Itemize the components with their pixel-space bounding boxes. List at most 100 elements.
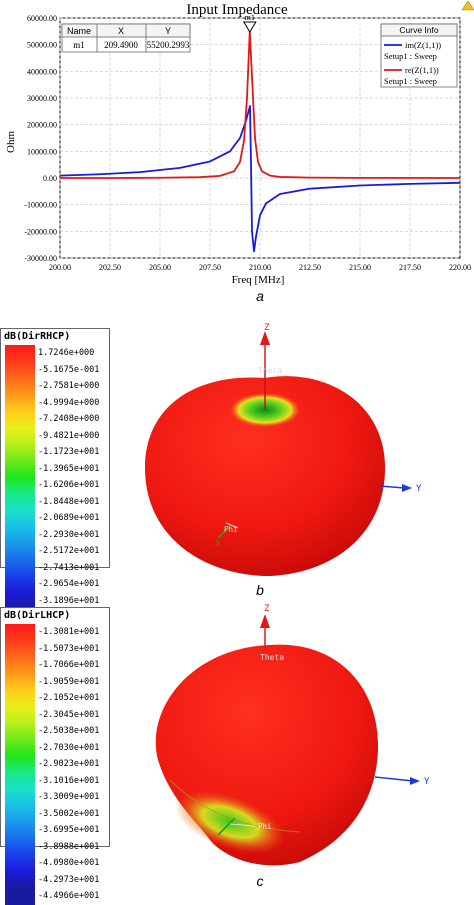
legend-level-swatch [5, 411, 35, 428]
legend-level-swatch [5, 805, 35, 822]
z-axis-label: Z [264, 604, 270, 614]
legend-level-row: -3.5002e+001 [1, 805, 109, 822]
legend-level-swatch [5, 624, 35, 641]
marker-table-header-name: Name [67, 26, 91, 36]
marker-table: Name X Y m1 209.4900 55200.2993 [61, 23, 191, 53]
y-axis-label: Ohm [5, 131, 17, 153]
legend-level-row: -1.3081e+001 [1, 624, 109, 641]
legend-level-swatch [5, 493, 35, 510]
legend-level-swatch [5, 657, 35, 674]
y-axis-line [374, 776, 414, 782]
legend-level-swatch [5, 444, 35, 461]
y-tick-label: 10000.00 [27, 147, 57, 156]
y-tick-label: 20000.00 [27, 121, 57, 130]
legend-level-swatch [5, 723, 35, 740]
legend-level-value: -1.5073e+001 [38, 643, 100, 654]
legend-level-swatch [5, 460, 35, 477]
y-tick-label: 30000.00 [27, 94, 57, 103]
legend-level-value: -5.1675e-001 [38, 364, 100, 375]
phi-label: Phi [258, 822, 272, 831]
chart-title: Input Impedance [186, 2, 288, 18]
legend-header: Curve Info [399, 25, 438, 35]
legend-level-swatch [5, 838, 35, 855]
marker-table-cell-name: m1 [73, 40, 85, 50]
x-tick-label: 205.00 [149, 263, 171, 272]
legend-level-row: -1.8448e+001 [1, 493, 109, 510]
legend-level-row: -1.5073e+001 [1, 640, 109, 657]
legend-level-row: -2.2930e+001 [1, 526, 109, 543]
legend-level-row: -1.7066e+001 [1, 657, 109, 674]
legend-title-lhcp: dB(DirLHCP) [4, 610, 71, 621]
pattern-surface [145, 376, 385, 576]
phi-axis-line-2 [229, 823, 256, 827]
figure-label-c: c [256, 873, 264, 889]
legend-level-row: -1.6206e+001 [1, 477, 109, 494]
legend-level-swatch [5, 559, 35, 576]
impedance-chart: 60000.00 50000.00 40000.00 30000.00 20000.00… [5, 0, 474, 286]
legend-level-swatch [5, 640, 35, 657]
legend-level-row: -4.2973e+001 [1, 871, 109, 888]
legend-level-swatch [5, 789, 35, 806]
z-axis-arrow-icon [260, 614, 270, 628]
legend-level-value: -4.9994e+000 [38, 397, 100, 408]
theta-label: Theta [258, 366, 282, 375]
y-tick-label: 50000.00 [27, 41, 57, 50]
y-tick-label: 0.00 [43, 174, 57, 183]
legend-level-value: -3.8988e+001 [38, 841, 100, 852]
legend-level-value: -7.2408e+000 [38, 414, 100, 425]
legend-level-value: -2.9654e+001 [38, 579, 100, 590]
legend-level-swatch [5, 378, 35, 395]
x-tick-label: 207.50 [199, 263, 221, 272]
legend-level-swatch [5, 526, 35, 543]
legend-level-row: -7.2408e+000 [1, 411, 109, 428]
legend-level-row: -4.4966e+001 [1, 888, 109, 905]
legend-level-row: -9.4821e+000 [1, 427, 109, 444]
marker-table-header-x: X [118, 26, 124, 36]
legend-level-row: -1.9059e+001 [1, 673, 109, 690]
legend-level-value: -1.6206e+001 [38, 480, 100, 491]
legend-level-row: -2.0689e+001 [1, 510, 109, 527]
legend-level-row: -4.9994e+000 [1, 394, 109, 411]
legend-level-value: -2.1052e+001 [38, 693, 100, 704]
x-tick-label: 220.00 [449, 263, 471, 272]
legend-level-value: -2.5172e+001 [38, 546, 100, 557]
legend-level-row: -2.5172e+001 [1, 543, 109, 560]
legend-level-row: -2.9023e+001 [1, 756, 109, 773]
pattern-fold-edge [169, 779, 301, 833]
x-tick-labels: 200.00 202.50 205.00 207.50 210.00 212.50 215.… [49, 263, 471, 272]
legend-level-swatch [5, 345, 35, 362]
figure-label-b: b [256, 582, 264, 598]
legend-panel-rhcp: dB(DirRHCP) 1.7246e+000 -5.1675e-001 -2.75… [0, 328, 110, 626]
legend-level-row: -2.9654e+001 [1, 576, 109, 593]
legend-level-row: -4.0980e+001 [1, 855, 109, 872]
z-axis-label: Z [264, 323, 270, 333]
legend-level-value: -3.6995e+001 [38, 825, 100, 836]
phi-axis-line-1 [217, 525, 231, 539]
legend-level-swatch [5, 510, 35, 527]
pattern-lhcp-3d: Z Theta Y Phi [155, 604, 430, 866]
z-axis-arrow-icon [260, 331, 270, 345]
legend-level-swatch [5, 690, 35, 707]
legend-level-row: -2.3045e+001 [1, 706, 109, 723]
series-line-im [59, 105, 461, 253]
x-tick-label: 200.00 [49, 263, 71, 272]
y-axis-3d-label: Y [424, 777, 430, 787]
legend-level-swatch [5, 822, 35, 839]
legend-panel-lhcp: dB(DirLHCP) -1.3081e+001 -1.5073e+001 -1.7… [0, 607, 110, 905]
legend-level-value: -4.0980e+001 [38, 858, 100, 869]
ansoft-corner-icon [461, 0, 474, 11]
marker-table-header-y: Y [165, 26, 171, 36]
legend-level-value: -9.4821e+000 [38, 430, 100, 441]
legend-level-value: -1.3081e+001 [38, 627, 100, 638]
legend-level-value: -3.1016e+001 [38, 775, 100, 786]
figure-label-a: a [256, 288, 264, 304]
legend-entry-re: re(Z(1,1)) [405, 65, 439, 75]
phi-axis-line-2 [225, 522, 239, 529]
legend-level-value: -1.3965e+001 [38, 463, 100, 474]
marker-label: m1 [245, 13, 255, 22]
legend-level-swatch [5, 576, 35, 593]
legend-level-row: -2.7413e+001 [1, 559, 109, 576]
legend-level-row: -2.7030e+001 [1, 739, 109, 756]
legend-level-row: -5.1675e-001 [1, 361, 109, 378]
legend-level-row: -3.8988e+001 [1, 838, 109, 855]
